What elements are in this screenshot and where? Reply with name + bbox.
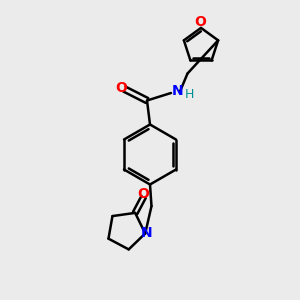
Text: O: O <box>194 16 206 29</box>
Text: H: H <box>185 88 194 101</box>
Text: O: O <box>115 81 127 94</box>
Text: O: O <box>137 187 149 201</box>
Text: N: N <box>172 84 183 98</box>
Text: N: N <box>140 226 152 240</box>
